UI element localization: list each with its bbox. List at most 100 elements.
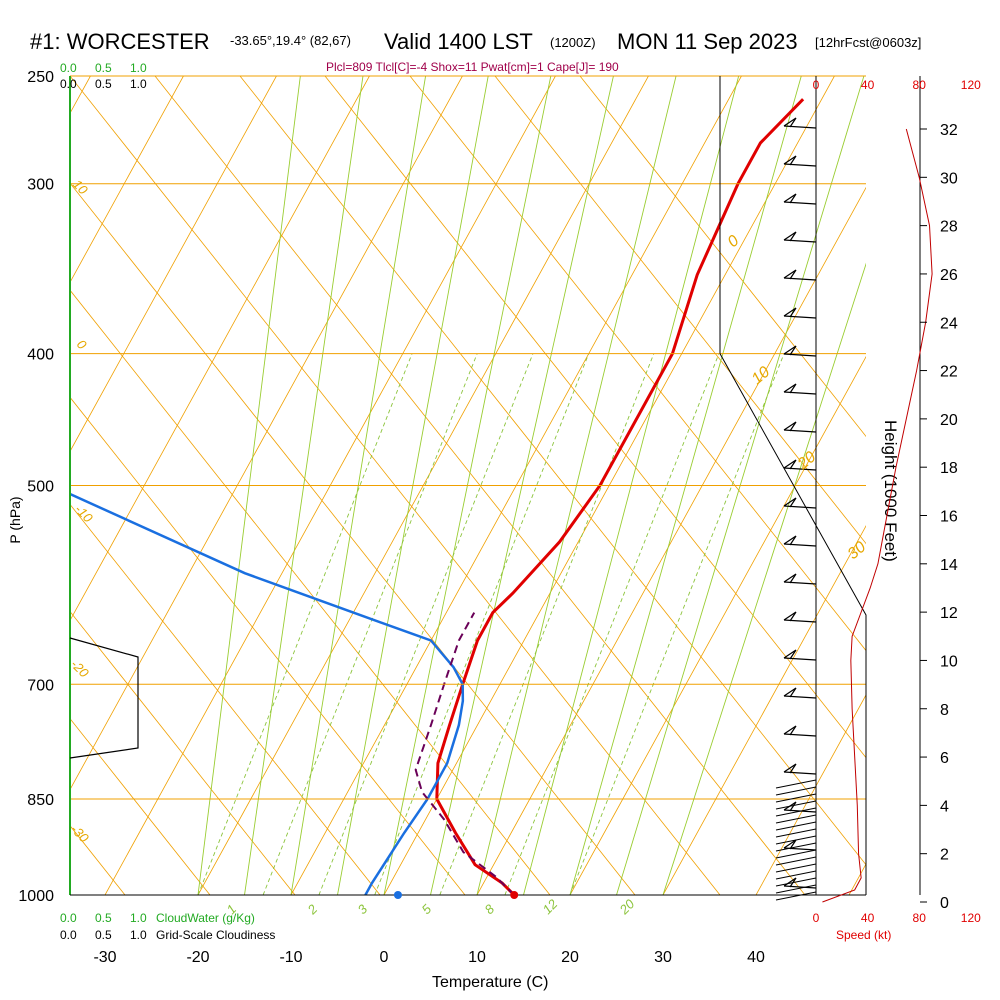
wind-barb-staff <box>783 771 817 775</box>
moist-adiabat-line <box>662 262 866 895</box>
cloudiness-tick-bottom: 0.5 <box>95 928 112 942</box>
wind-barb-flag <box>783 383 797 394</box>
wind-barb-staff-low <box>775 863 817 873</box>
height-tick-label: 2 <box>940 847 949 864</box>
wind-barb-flag <box>783 763 797 774</box>
y-axis-title: P (hPa) <box>7 496 23 543</box>
potential-temp-label: 10 <box>70 177 91 198</box>
title-coords: -33.65°,19.4° (82,67) <box>230 33 351 48</box>
isotherm-line <box>755 694 866 895</box>
wind-barb-staff <box>783 733 817 737</box>
speed-tick-label-top: 80 <box>913 78 927 92</box>
height-tick-label: 24 <box>940 315 958 332</box>
speed-tick-label-bottom: 120 <box>961 911 981 925</box>
wind-barb-staff-low <box>775 835 817 845</box>
speed-tick-label-bottom: 40 <box>861 911 875 925</box>
isotherm-label: 10 <box>749 364 774 389</box>
dry-adiabat-line <box>70 610 296 895</box>
wind-panel-border <box>719 353 867 895</box>
isotherm-label: 30 <box>845 539 870 564</box>
height-tick-label: 22 <box>940 364 958 381</box>
wind-barb-staff-low <box>775 786 817 796</box>
grid-layer <box>69 75 921 896</box>
moist-adiabat-line <box>290 76 427 895</box>
mixing-ratio-line <box>439 353 655 895</box>
wind-barb-staff <box>783 543 817 547</box>
height-tick-label: 16 <box>940 509 958 526</box>
moist-adiabat-line <box>430 76 614 895</box>
cloudwater-tick-top: 0.5 <box>95 61 112 75</box>
mixing-ratio-label: 5 <box>419 901 435 917</box>
height-axis-title: Height (1000 Feet) <box>881 420 900 562</box>
parcel-line <box>414 612 515 895</box>
cloudwater-tick-bottom: 1.0 <box>130 911 147 925</box>
cloudiness-tick-top: 0.5 <box>95 77 112 91</box>
wind-barb-staff-low <box>775 814 817 824</box>
height-tick-label: 0 <box>940 895 949 912</box>
pressure-tick-label: 700 <box>27 677 54 694</box>
wind-barb-staff <box>783 239 817 243</box>
speed-tick-label-top: 120 <box>961 78 981 92</box>
wind-barb-flag <box>783 307 797 318</box>
series-layer <box>393 117 933 903</box>
pressure-tick-label: 400 <box>27 347 54 364</box>
wind-barb-staff <box>783 581 817 585</box>
wind-barb-staff-low <box>775 856 817 866</box>
wind-barb-staff <box>783 657 817 661</box>
wind-barb-staff-low <box>775 891 817 901</box>
cloudwater-label: CloudWater (g/Kg) <box>156 911 255 925</box>
wind-barb-staff <box>783 619 817 623</box>
potential-temp-label: -30 <box>68 822 92 846</box>
mixing-ratio-line <box>262 353 478 895</box>
wind-barb-flag <box>783 801 797 812</box>
potential-temp-label: -20 <box>68 657 92 681</box>
wind-barb-flag <box>783 459 797 470</box>
height-tick-label: 6 <box>940 750 949 767</box>
wind-barb-staff <box>783 391 817 395</box>
temperature-tick-label: 0 <box>380 949 389 966</box>
height-tick-label: 28 <box>940 219 958 236</box>
speed-axis-title: Speed (kt) <box>836 928 891 942</box>
speed-tick-label-bottom: 0 <box>813 911 820 925</box>
moist-adiabat-line <box>244 76 364 895</box>
isotherm-line <box>848 863 866 895</box>
mixing-ratio-line <box>318 353 534 895</box>
surface-temperature-point <box>510 891 519 899</box>
wind-barb-staff <box>783 163 817 167</box>
potential-temp-label: 0 <box>74 337 90 353</box>
wind-barb-staff-low <box>775 849 817 859</box>
wind-barb-staff <box>783 125 817 129</box>
pressure-tick-label: 300 <box>27 177 54 194</box>
dry-adiabat-line <box>70 503 381 895</box>
cloudiness-tick-bottom: 0.0 <box>60 928 77 942</box>
wind-barb-staff <box>783 353 817 357</box>
wind-barb-flag <box>783 269 797 280</box>
mixing-ratio-line <box>374 353 590 895</box>
speed-tick-label-bottom: 80 <box>913 911 927 925</box>
title-valid: Valid 1400 LST <box>384 29 533 54</box>
wind-barb-staff-low <box>775 779 817 789</box>
wind-barb-staff <box>783 467 817 471</box>
moist-adiabat-line <box>569 76 802 895</box>
height-tick-label: 32 <box>940 122 958 139</box>
cloudwater-tick-top: 1.0 <box>130 61 147 75</box>
mixing-ratio-label: 3 <box>355 901 371 917</box>
mixing-ratio-label: 12 <box>540 896 561 917</box>
cloudiness-shape <box>69 637 139 759</box>
mixing-ratio-line <box>569 353 785 895</box>
wind-barb-flag <box>783 345 797 356</box>
pressure-tick-label: 850 <box>27 792 54 809</box>
wind-barb-staff-low <box>775 807 817 817</box>
temperature-tick-label: 40 <box>747 949 765 966</box>
pressure-tick-label: 250 <box>27 69 54 86</box>
params-line: Plcl=809 Tlcl[C]=-4 Shox=11 Pwat[cm]=1 C… <box>326 60 619 74</box>
wind-barb-flag <box>783 497 797 508</box>
temperature-tick-label: -10 <box>279 949 302 966</box>
mixing-ratio-label: 8 <box>482 901 498 917</box>
height-tick-label: 18 <box>940 460 958 477</box>
cloudwater-tick-bottom: 0.0 <box>60 911 77 925</box>
wind-barb-staff <box>783 695 817 699</box>
wind-barb-flag <box>783 155 797 166</box>
cloudwater-tick-top: 0.0 <box>60 61 77 75</box>
